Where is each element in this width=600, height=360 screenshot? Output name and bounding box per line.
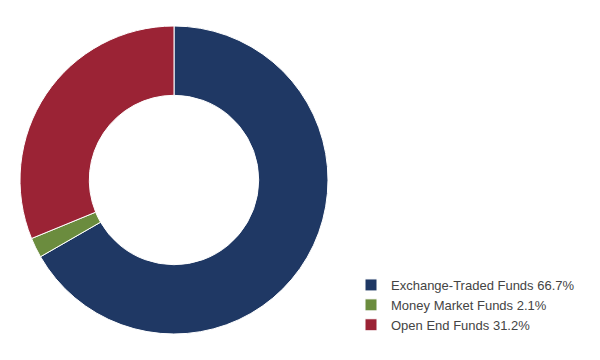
svg-text:Money Market Funds 2.1%: Money Market Funds 2.1%: [391, 298, 547, 313]
svg-text:Open End Funds 31.2%: Open End Funds 31.2%: [391, 318, 530, 333]
svg-text:Exchange-Traded Funds 66.7%: Exchange-Traded Funds 66.7%: [391, 278, 575, 293]
